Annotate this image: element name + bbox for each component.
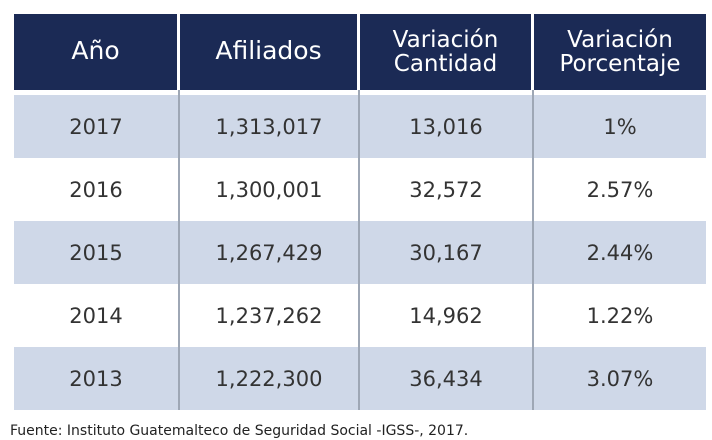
cell-variation-quantity: 32,572: [360, 158, 534, 221]
header-affiliates-label: Afiliados: [215, 35, 322, 65]
cell-variation-percent: 1%: [534, 95, 706, 158]
cell-variation-quantity: 36,434: [360, 347, 534, 410]
header-year: Año: [14, 14, 180, 90]
header-variation-quantity-line1: Variación: [392, 27, 499, 53]
header-spacer: [14, 90, 706, 95]
header-year-label: Año: [71, 35, 120, 65]
cell-year: 2013: [14, 347, 180, 410]
cell-affiliates: 1,222,300: [180, 347, 360, 410]
cell-variation-percent: 3.07%: [534, 347, 706, 410]
cell-variation-percent: 2.57%: [534, 158, 706, 221]
header-variation-percent-line1: Variación: [567, 27, 673, 53]
table-row: 2016 1,300,001 32,572 2.57%: [14, 158, 706, 221]
header-variation-percent: Variación Porcentaje: [534, 14, 706, 90]
header-affiliates: Afiliados: [180, 14, 360, 90]
cell-variation-quantity: 30,167: [360, 221, 534, 284]
table-row: 2017 1,313,017 13,016 1%: [14, 95, 706, 158]
cell-year: 2017: [14, 95, 180, 158]
table-header-row: Año Afiliados Variación Cantidad Variaci…: [14, 14, 706, 90]
data-table-container: Año Afiliados Variación Cantidad Variaci…: [14, 14, 706, 410]
source-note: Fuente: Instituto Guatemalteco de Seguri…: [10, 423, 469, 439]
cell-variation-quantity: 13,016: [360, 95, 534, 158]
cell-year: 2014: [14, 284, 180, 347]
cell-year: 2015: [14, 221, 180, 284]
cell-affiliates: 1,313,017: [180, 95, 360, 158]
header-variation-percent-line2: Porcentaje: [559, 51, 681, 77]
table-row: 2015 1,267,429 30,167 2.44%: [14, 221, 706, 284]
header-variation-quantity-line2: Cantidad: [393, 51, 498, 77]
cell-variation-quantity: 14,962: [360, 284, 534, 347]
cell-year: 2016: [14, 158, 180, 221]
cell-variation-percent: 2.44%: [534, 221, 706, 284]
affiliates-table: Año Afiliados Variación Cantidad Variaci…: [14, 14, 706, 410]
table-row: 2013 1,222,300 36,434 3.07%: [14, 347, 706, 410]
table-row: 2014 1,237,262 14,962 1.22%: [14, 284, 706, 347]
cell-affiliates: 1,300,001: [180, 158, 360, 221]
cell-variation-percent: 1.22%: [534, 284, 706, 347]
cell-affiliates: 1,237,262: [180, 284, 360, 347]
cell-affiliates: 1,267,429: [180, 221, 360, 284]
header-variation-quantity: Variación Cantidad: [360, 14, 534, 90]
